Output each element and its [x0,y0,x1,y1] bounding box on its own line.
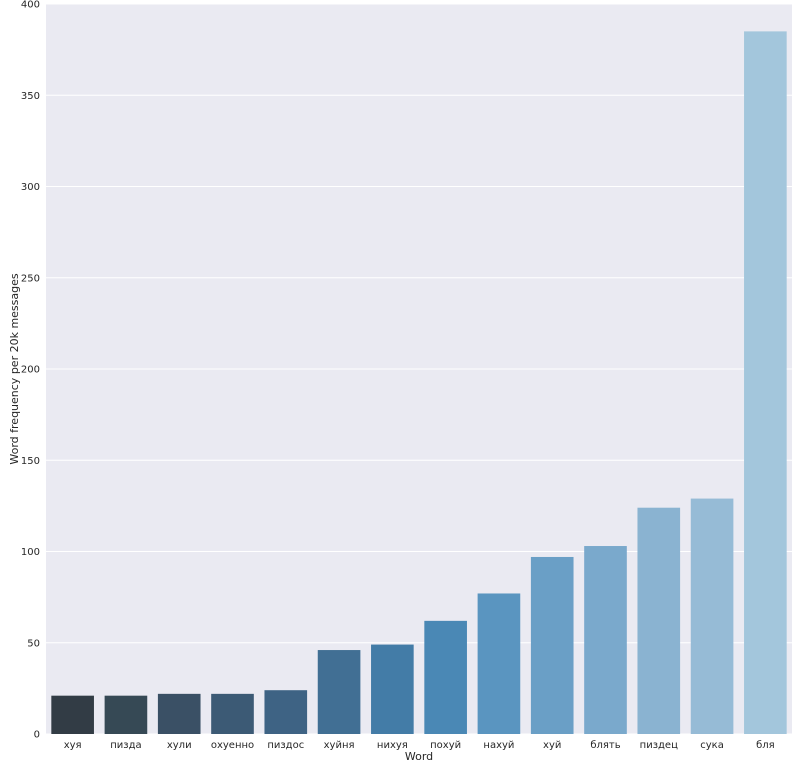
bar-12 [690,498,734,734]
x-tick-label: бля [756,740,775,751]
bar-3 [211,693,254,734]
x-tick-label: похуй [430,740,461,751]
x-tick-label: нахуй [483,740,514,751]
bar-13 [744,31,787,734]
bar-6 [371,644,414,734]
y-tick-label: 50 [27,638,40,649]
x-tick-label: хуя [64,740,82,751]
bar-0 [51,695,94,734]
x-tick-label: нихуя [377,740,408,751]
x-tick-label: пиздос [267,740,304,751]
y-tick-label: 350 [21,91,40,102]
y-axis-title: Word frequency per 20k messages [8,273,21,465]
x-tick-label: хуйня [324,740,355,751]
x-tick-label: сука [700,740,724,751]
y-tick-label: 400 [21,0,40,11]
y-tick-label: 250 [21,273,40,284]
bar-10 [584,546,627,734]
x-tick-label: хули [167,740,192,751]
x-tick-label: хуй [543,740,561,751]
bar-2 [157,693,201,734]
bar-7 [424,620,467,734]
y-tick-label: 150 [21,456,40,467]
bar-4 [264,690,308,734]
bar-5 [317,650,361,734]
y-tick-label: 200 [21,365,40,376]
x-tick-label: блять [590,740,620,751]
y-ticks: 0 50 100 150 200 250 300 350 400 [21,0,40,741]
bar-1 [104,695,148,734]
bar-8 [477,593,521,734]
y-tick-label: 300 [21,182,40,193]
y-tick-label: 0 [34,730,40,741]
x-axis-title: Word [405,750,433,763]
x-tick-label: охуенно [211,740,254,751]
x-tick-label: пиздец [640,740,678,751]
bar-11 [637,507,681,734]
bar-9 [530,556,574,734]
y-tick-label: 100 [21,547,40,558]
x-tick-label: пизда [110,740,141,751]
x-ticks: хуя пизда хули охуенно пиздос хуйня нихуя похуй… [64,740,775,751]
bars [51,31,787,734]
